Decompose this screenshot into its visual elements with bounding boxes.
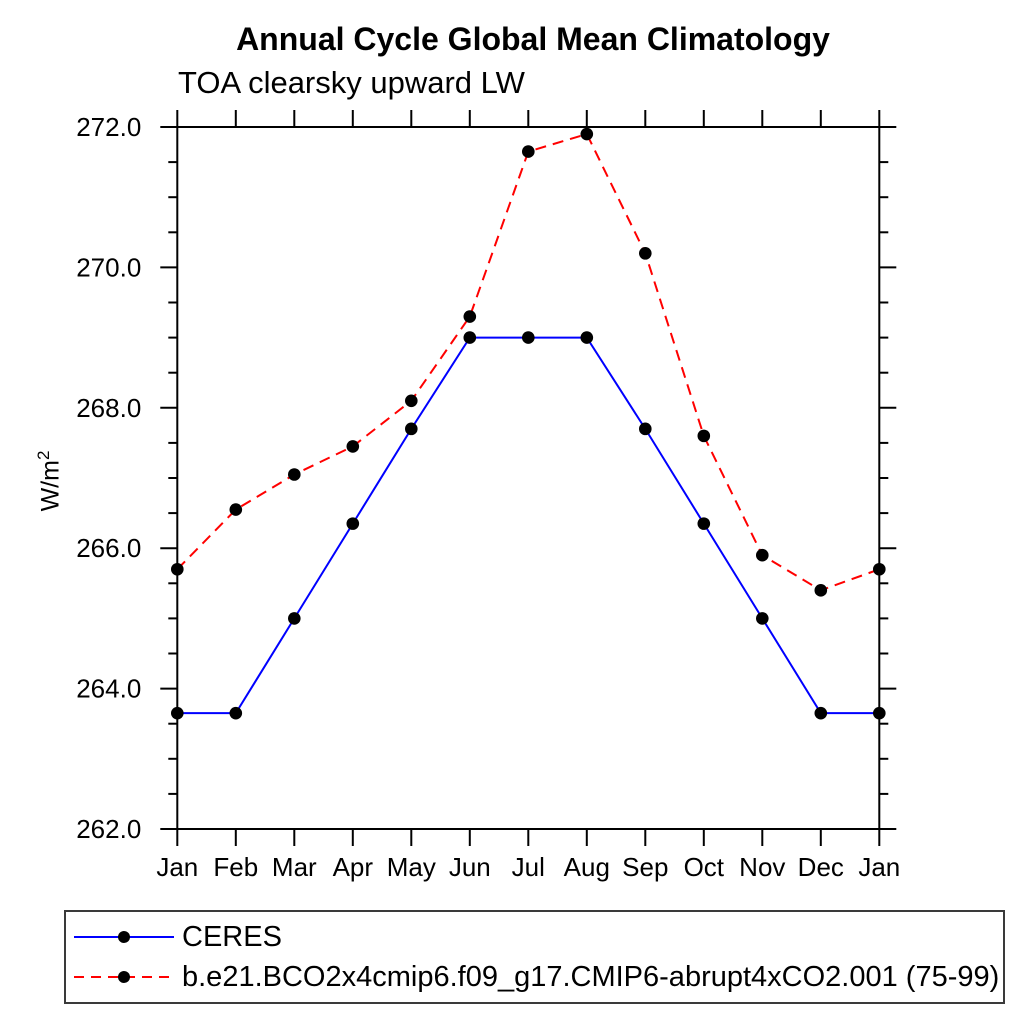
series-line-1 xyxy=(176,132,880,592)
legend-item-model: b.e21.BCO2x4cmip6.f09_g17.CMIP6-abrupt4x… xyxy=(66,957,1003,997)
x-tick-label-12: Jan xyxy=(858,852,900,882)
series-0-marker-8 xyxy=(639,422,652,436)
chart-subtitle: TOA clearsky upward LW xyxy=(178,65,525,100)
series-1-marker-11 xyxy=(814,584,828,597)
series-1-marker-5 xyxy=(463,310,477,323)
series-0-marker-2 xyxy=(288,612,301,625)
y-tick-label-270: 270.0 xyxy=(76,252,141,282)
x-tick-label-4: May xyxy=(387,852,436,882)
y-tick-label-272: 272.0 xyxy=(76,112,141,142)
series-1-marker-0 xyxy=(171,562,184,576)
y-tick-label-264: 264.0 xyxy=(76,674,141,704)
series-1-marker-8 xyxy=(639,247,652,260)
series-0-marker-7 xyxy=(580,331,594,344)
legend-swatch-marker xyxy=(118,931,130,943)
series-0-marker-12 xyxy=(873,706,886,720)
series-0-marker-6 xyxy=(522,331,535,344)
series-line-0 xyxy=(177,336,880,715)
legend-label-ceres: CERES xyxy=(182,921,282,953)
x-tick-label-3: Apr xyxy=(333,852,374,882)
series-1-marker-9 xyxy=(697,429,711,443)
x-tick-label-7: Aug xyxy=(564,852,610,882)
series-0-marker-11 xyxy=(814,706,828,720)
series-0-marker-5 xyxy=(463,331,477,344)
series-0-marker-9 xyxy=(697,517,711,530)
legend-swatch-ceres-line-icon xyxy=(74,931,174,943)
series-1-marker-2 xyxy=(288,468,301,481)
x-tick-label-8: Sep xyxy=(622,852,668,882)
x-tick-label-9: Oct xyxy=(684,852,725,882)
series-1-marker-12 xyxy=(873,562,886,576)
series-1-marker-3 xyxy=(346,440,360,453)
plot-frame xyxy=(176,126,881,830)
y-tick-label-268: 268.0 xyxy=(76,393,141,423)
legend-item-ceres: CERES xyxy=(66,917,1003,957)
legend-swatch-marker xyxy=(118,971,130,983)
legend-label-model: b.e21.BCO2x4cmip6.f09_g17.CMIP6-abrupt4x… xyxy=(182,961,1000,993)
series-0-marker-3 xyxy=(346,517,360,530)
legend-box: CERES b.e21.BCO2x4cmip6.f09_g17.CMIP6-ab… xyxy=(64,910,1005,1004)
x-tick-label-11: Dec xyxy=(798,852,844,882)
series-0-marker-0 xyxy=(171,706,184,720)
series-0-marker-4 xyxy=(405,422,418,436)
x-tick-label-5: Jun xyxy=(449,852,491,882)
chart-title: Annual Cycle Global Mean Climatology xyxy=(236,21,830,57)
series-1-marker-6 xyxy=(522,145,535,158)
series-1-marker-4 xyxy=(405,394,418,408)
x-tick-label-0: Jan xyxy=(156,852,198,882)
y-tick-label-266: 266.0 xyxy=(76,533,141,563)
x-tick-label-1: Feb xyxy=(213,852,258,882)
x-tick-label-10: Nov xyxy=(739,852,785,882)
series-1-marker-10 xyxy=(756,548,769,562)
x-tick-label-2: Mar xyxy=(272,852,317,882)
series-0-marker-1 xyxy=(229,706,243,720)
x-tick-label-6: Jul xyxy=(512,852,545,882)
series-1-marker-1 xyxy=(229,503,243,516)
series-1-marker-7 xyxy=(580,127,594,141)
y-tick-label-262: 262.0 xyxy=(76,814,141,844)
series-0-marker-10 xyxy=(756,612,769,625)
legend-swatch-model-line-icon xyxy=(74,971,174,983)
